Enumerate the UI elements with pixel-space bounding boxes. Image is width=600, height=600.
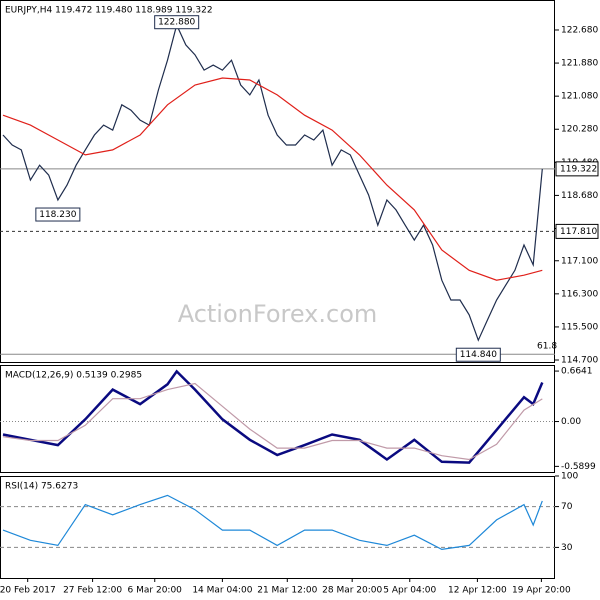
annotation-box — [35, 207, 81, 222]
annotation-box — [455, 347, 501, 362]
y-tick-label: 116.300 — [561, 289, 598, 299]
y-tick-label: 70 — [561, 502, 573, 512]
price-tag — [555, 223, 599, 239]
panel-frame — [0, 365, 555, 473]
panel-title: MACD(12,26,9) 0.5139 0.2985 — [5, 371, 142, 381]
x-tick-label: 19 Apr 20:00 — [512, 586, 571, 596]
annotation: 122.880 — [154, 15, 200, 30]
y-tick-label: 0.6641 — [561, 367, 593, 377]
panel-frame — [0, 0, 555, 363]
annotation: 114.840 — [455, 347, 501, 362]
price-tag — [555, 161, 599, 177]
x-tick-label: 12 Apr 12:00 — [448, 586, 507, 596]
x-tick-label: 28 Mar 20:00 — [322, 586, 382, 596]
annotation-label: 122.880 — [158, 18, 195, 28]
y-tick-label: -0.5899 — [561, 462, 596, 472]
x-tick-label: 20 Feb 2017 — [0, 586, 56, 596]
watermark: ActionForex.com — [178, 300, 378, 328]
x-tick-label: 14 Mar 04:00 — [192, 586, 252, 596]
panel-title: RSI(14) 75.6273 — [5, 482, 78, 492]
annotation-label: 118.230 — [39, 210, 76, 220]
series-line — [2, 494, 543, 551]
x-tick-label: 5 Apr 04:00 — [383, 586, 436, 596]
series-line — [2, 382, 543, 461]
y-tick-label: 115.500 — [561, 322, 598, 332]
x-tick-label: 21 Mar 12:00 — [257, 586, 317, 596]
y-tick-label: 120.280 — [561, 125, 598, 135]
series-line — [2, 23, 543, 342]
y-tick-label: 100 — [561, 472, 578, 482]
y-tick-label: 30 — [561, 543, 573, 553]
price-tag-label: 117.810 — [560, 227, 597, 237]
x-tick-label: 27 Feb 12:00 — [63, 586, 122, 596]
panel-title: EURJPY,H4 119.472 119.480 118.989 119.32… — [5, 6, 213, 16]
y-tick-label: 121.080 — [561, 92, 598, 102]
y-tick-label: 122.680 — [561, 25, 598, 35]
annotation-label: 114.840 — [460, 350, 497, 360]
annotation-box — [154, 15, 200, 30]
y-tick-label: 0.00 — [561, 417, 581, 427]
x-tick-label: 6 Mar 20:00 — [128, 586, 183, 596]
y-tick-label: 114.700 — [561, 356, 598, 366]
y-tick-label: 117.100 — [561, 256, 598, 266]
series-line — [2, 369, 544, 464]
fib-label: 61.8 — [537, 342, 557, 352]
price-tag-label: 119.322 — [560, 164, 597, 174]
y-tick-label: 121.880 — [561, 59, 598, 69]
y-tick-label: 118.680 — [561, 191, 598, 201]
series-line — [2, 77, 543, 281]
panel-frame — [0, 476, 555, 579]
annotation: 118.230 — [35, 207, 81, 222]
